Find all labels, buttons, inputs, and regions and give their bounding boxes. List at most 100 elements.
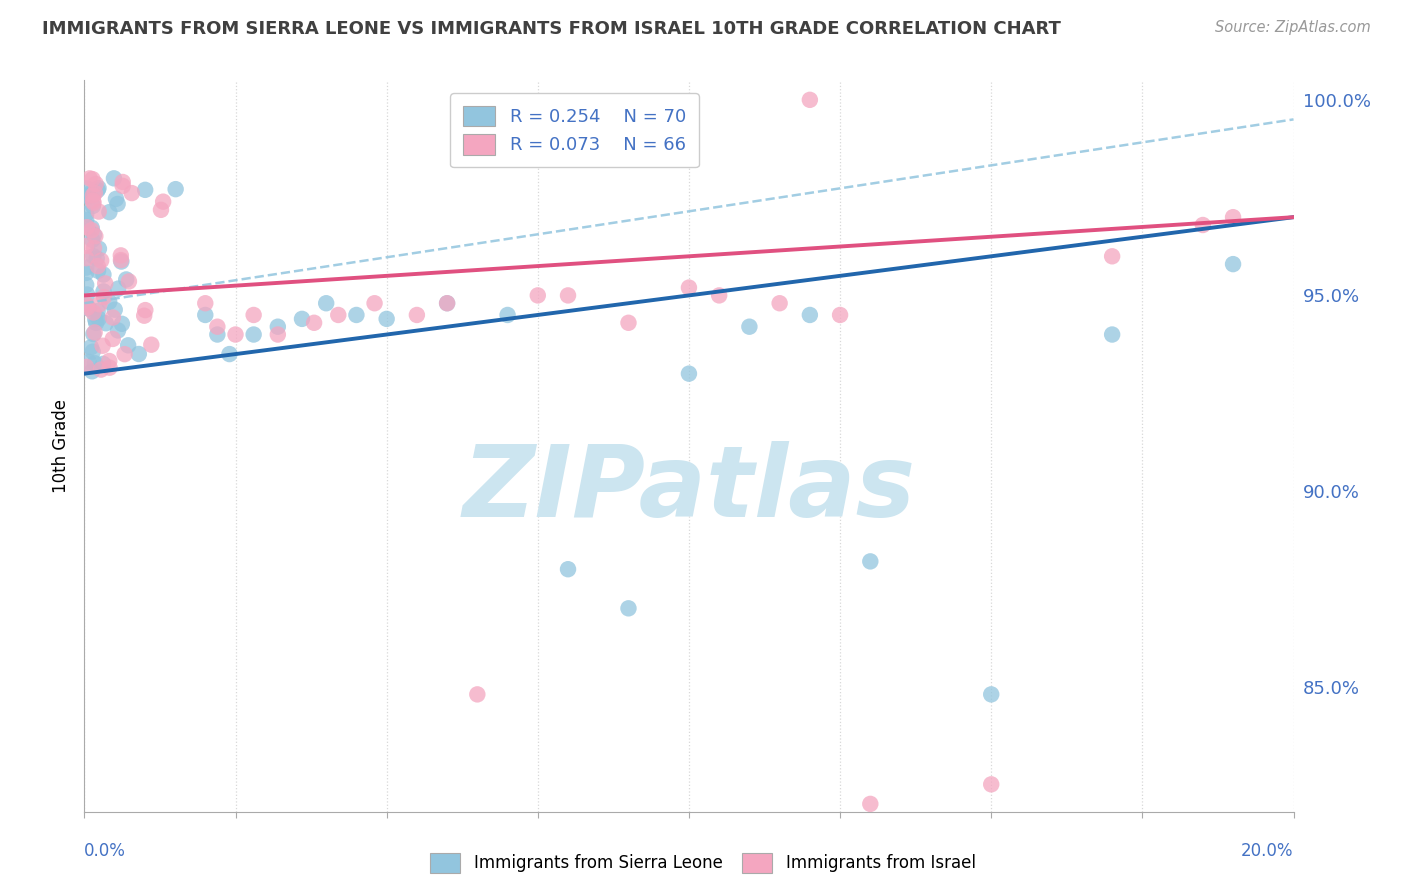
Point <box>98 294 121 309</box>
Point <box>141 337 163 351</box>
Point <box>83 356 105 370</box>
Point <box>267 327 290 342</box>
Point <box>80 220 103 235</box>
Point <box>82 327 104 342</box>
Point <box>86 304 108 318</box>
Point <box>527 288 550 302</box>
Point <box>87 311 110 326</box>
Point <box>678 367 700 381</box>
Point <box>80 340 103 354</box>
Point <box>242 308 264 322</box>
Point <box>82 249 104 263</box>
Point <box>76 189 98 203</box>
Point <box>678 280 700 294</box>
Point <box>98 354 121 368</box>
Point <box>557 288 579 302</box>
Point <box>1222 257 1244 271</box>
Point <box>77 187 100 202</box>
Point <box>134 309 156 323</box>
Point <box>75 359 97 374</box>
Point <box>77 301 100 316</box>
Point <box>346 308 368 322</box>
Point <box>83 326 105 340</box>
Y-axis label: 10th Grade: 10th Grade <box>52 399 70 493</box>
Point <box>93 290 115 304</box>
Point <box>75 212 97 227</box>
Point <box>114 347 136 361</box>
Point <box>225 327 247 342</box>
Point <box>291 311 314 326</box>
Point <box>859 554 882 568</box>
Point <box>86 252 108 266</box>
Point <box>617 316 640 330</box>
Point <box>93 268 115 282</box>
Point <box>84 316 107 330</box>
Point <box>87 242 110 256</box>
Point <box>101 332 124 346</box>
Point <box>90 362 112 376</box>
Point <box>267 319 290 334</box>
Point <box>75 239 97 253</box>
Point <box>87 259 110 273</box>
Point <box>94 277 117 291</box>
Point <box>107 197 129 211</box>
Point <box>84 186 107 200</box>
Point <box>91 339 114 353</box>
Point <box>104 302 127 317</box>
Point <box>121 186 143 200</box>
Point <box>103 171 125 186</box>
Point <box>328 308 350 322</box>
Point <box>87 204 110 219</box>
Point <box>111 317 134 331</box>
Point <box>557 562 579 576</box>
Point <box>107 282 129 296</box>
Text: ZIPatlas: ZIPatlas <box>463 442 915 539</box>
Point <box>107 323 129 337</box>
Point <box>980 777 1002 791</box>
Point <box>83 241 105 255</box>
Point <box>83 227 105 242</box>
Point <box>467 687 489 701</box>
Point <box>218 347 240 361</box>
Point <box>709 288 731 302</box>
Point <box>75 260 97 275</box>
Point <box>84 229 107 244</box>
Point <box>101 310 124 325</box>
Point <box>436 296 458 310</box>
Point <box>76 181 98 195</box>
Point <box>617 601 640 615</box>
Point <box>91 357 114 371</box>
Point <box>207 319 229 334</box>
Legend: Immigrants from Sierra Leone, Immigrants from Israel: Immigrants from Sierra Leone, Immigrants… <box>423 847 983 880</box>
Point <box>111 178 134 193</box>
Point <box>769 296 792 310</box>
Text: 0.0%: 0.0% <box>84 842 127 860</box>
Point <box>82 344 104 359</box>
Point <box>859 797 882 811</box>
Point <box>152 194 174 209</box>
Point <box>82 233 104 247</box>
Point <box>799 308 821 322</box>
Point <box>87 181 110 195</box>
Point <box>84 312 107 326</box>
Point <box>82 172 104 186</box>
Point <box>86 183 108 197</box>
Point <box>82 305 104 319</box>
Point <box>75 277 97 292</box>
Text: Source: ZipAtlas.com: Source: ZipAtlas.com <box>1215 20 1371 35</box>
Point <box>118 274 141 288</box>
Point <box>75 251 97 265</box>
Point <box>82 199 104 213</box>
Point <box>406 308 429 322</box>
Point <box>77 190 100 204</box>
Point <box>375 311 398 326</box>
Point <box>1192 218 1215 232</box>
Point <box>111 175 134 189</box>
Point <box>128 347 150 361</box>
Point <box>98 205 121 219</box>
Point <box>1101 249 1123 263</box>
Point <box>117 338 139 352</box>
Point <box>110 248 132 262</box>
Point <box>98 360 121 375</box>
Point <box>194 296 217 310</box>
